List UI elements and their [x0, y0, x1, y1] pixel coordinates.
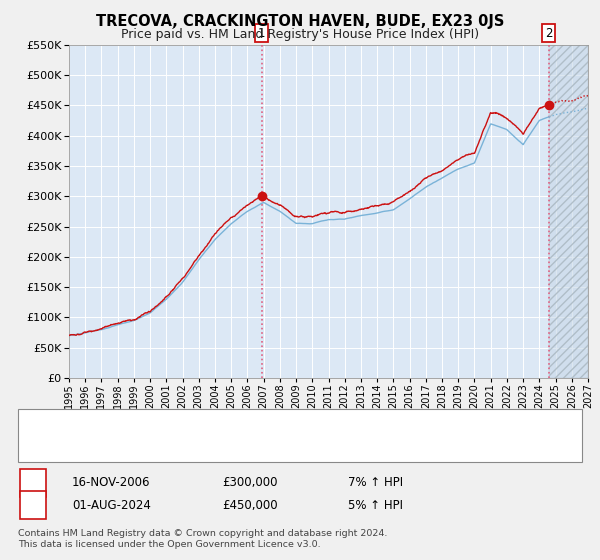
Bar [549, 45, 588, 378]
Text: TRECOVA, CRACKINGTON HAVEN, BUDE, EX23 0JS: TRECOVA, CRACKINGTON HAVEN, BUDE, EX23 0… [96, 14, 504, 29]
Text: Contains HM Land Registry data © Crown copyright and database right 2024.
This d: Contains HM Land Registry data © Crown c… [18, 529, 388, 549]
Text: Price paid vs. HM Land Registry's House Price Index (HPI): Price paid vs. HM Land Registry's House … [121, 28, 479, 41]
Text: 1: 1 [258, 27, 265, 40]
Text: 5% ↑ HPI: 5% ↑ HPI [348, 498, 403, 512]
Text: HPI: Average price, detached house, Cornwall: HPI: Average price, detached house, Corn… [72, 442, 326, 452]
Text: 2: 2 [29, 498, 37, 512]
Text: 01-AUG-2024: 01-AUG-2024 [72, 498, 151, 512]
Text: 16-NOV-2006: 16-NOV-2006 [72, 476, 151, 489]
Text: £300,000: £300,000 [222, 476, 277, 489]
Text: TRECOVA, CRACKINGTON HAVEN, BUDE, EX23 0JS (detached house): TRECOVA, CRACKINGTON HAVEN, BUDE, EX23 0… [72, 419, 451, 429]
Text: 2: 2 [545, 27, 553, 40]
Text: £450,000: £450,000 [222, 498, 278, 512]
Text: 7% ↑ HPI: 7% ↑ HPI [348, 476, 403, 489]
Bar [549, 45, 588, 378]
Text: 1: 1 [29, 476, 37, 489]
